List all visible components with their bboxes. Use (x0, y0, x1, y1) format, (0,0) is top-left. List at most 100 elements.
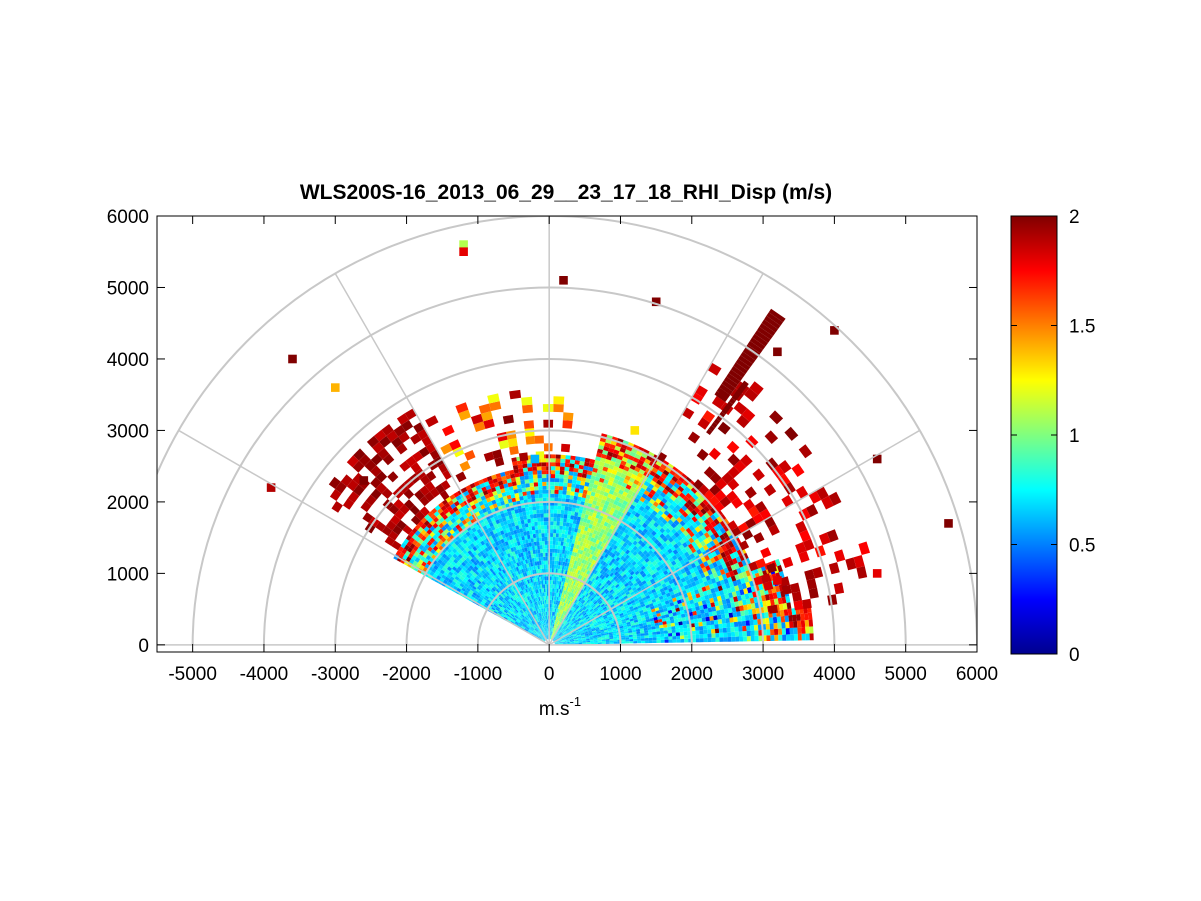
data-cell (655, 597, 660, 602)
data-cell (572, 624, 576, 628)
data-cell (537, 577, 540, 582)
data-cell (536, 557, 539, 562)
data-cell (501, 560, 506, 565)
data-cell (437, 572, 443, 578)
data-cell (554, 641, 559, 643)
data-cell (529, 622, 533, 626)
data-cell (553, 623, 555, 628)
data-cell (612, 629, 617, 632)
data-cell (678, 476, 685, 483)
data-cell (547, 615, 549, 620)
data-cell (603, 626, 608, 630)
data-cell (592, 613, 597, 617)
data-cell (724, 593, 730, 600)
data-cell (490, 572, 495, 578)
data-cell (568, 615, 572, 619)
data-cell (555, 458, 561, 463)
data-cell (596, 619, 601, 623)
data-cell (581, 509, 587, 515)
data-cell (508, 556, 513, 562)
data-cell (471, 563, 476, 568)
data-cell (601, 642, 606, 644)
data-cell (537, 622, 540, 626)
data-cell (572, 589, 576, 594)
data-cell (470, 553, 475, 559)
data-cell (659, 624, 664, 629)
data-cell (550, 595, 553, 600)
data-cell (518, 611, 522, 615)
data-cell (509, 615, 514, 619)
data-cell (584, 633, 589, 636)
data-cell (566, 599, 570, 604)
data-cell (572, 618, 576, 622)
data-cell (571, 551, 575, 556)
data-cell (556, 588, 559, 593)
data-cell (602, 625, 607, 628)
data-cell (484, 583, 489, 588)
data-cell (489, 530, 495, 536)
data-cell (447, 553, 453, 559)
data-cell (656, 574, 662, 580)
data-cell (603, 616, 608, 620)
data-cell (544, 619, 546, 624)
data-cell (567, 510, 572, 516)
data-cell (738, 572, 744, 579)
data-cell (697, 530, 704, 537)
data-cell (467, 550, 473, 556)
data-cell (554, 642, 559, 644)
data-cell (487, 564, 492, 570)
data-cell (619, 565, 624, 570)
data-cell (538, 609, 540, 614)
data-cell (629, 513, 635, 519)
data-cell (623, 626, 628, 630)
data-cell (558, 640, 563, 643)
data-cell (552, 631, 554, 636)
data-cell (576, 595, 580, 600)
data-cell (535, 618, 538, 623)
data-cell (584, 573, 589, 578)
data-cell (769, 623, 774, 630)
data-cell (503, 537, 508, 543)
data-cell (706, 542, 713, 549)
data-cell (602, 538, 608, 544)
data-cell (710, 557, 716, 564)
data-cell (631, 625, 636, 628)
data-cell (568, 571, 572, 576)
data-cell (538, 486, 543, 491)
data-cell (552, 632, 555, 636)
data-cell (495, 601, 500, 605)
data-cell (506, 600, 511, 605)
data-cell (588, 614, 593, 618)
data-cell (485, 484, 491, 491)
data-cell (714, 566, 720, 572)
data-cell (510, 473, 516, 479)
data-cell (736, 567, 742, 574)
data-cell (520, 581, 524, 587)
data-cell (527, 605, 530, 610)
data-cell (679, 559, 686, 565)
data-cell (615, 589, 620, 595)
data-cell (524, 606, 528, 611)
data-cell (643, 582, 649, 588)
data-cell (620, 550, 626, 556)
data-cell (637, 555, 643, 561)
data-cell (531, 621, 534, 625)
data-cell (497, 480, 504, 486)
data-cell (746, 586, 753, 594)
data-cell (670, 594, 676, 599)
data-cell (444, 556, 451, 562)
data-cell (555, 545, 558, 550)
data-cell (479, 588, 485, 593)
data-cell (564, 594, 568, 599)
data-cell (582, 590, 587, 596)
data-cell (595, 472, 602, 478)
data-cell (550, 525, 554, 530)
data-cell (582, 530, 588, 535)
data-cell (587, 618, 591, 622)
data-cell (540, 625, 543, 629)
data-cell (668, 587, 674, 593)
data-cell (563, 631, 567, 635)
data-cell (587, 527, 592, 533)
data-cell (547, 603, 549, 608)
data-cell (556, 636, 561, 640)
